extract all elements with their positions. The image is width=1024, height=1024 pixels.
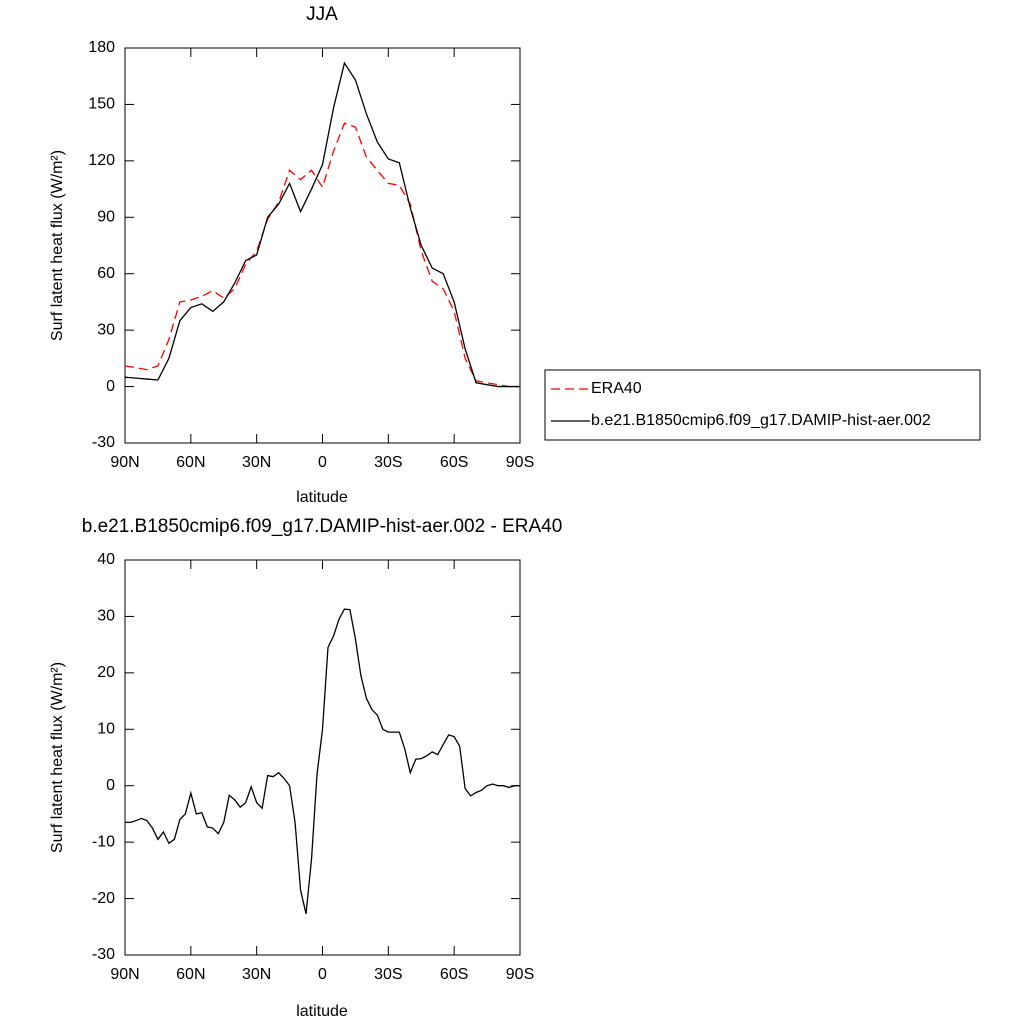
y-tick-label: 40 — [97, 551, 115, 568]
x-tick-label: 90N — [110, 966, 139, 983]
data-line — [124, 61, 520, 388]
y-tick-label: 0 — [106, 777, 115, 794]
y-tick-label: 30 — [97, 608, 115, 625]
y-tick-label: 90 — [97, 209, 115, 226]
y-tick-label: -30 — [92, 434, 115, 451]
y-tick-label: 150 — [88, 96, 115, 113]
y-tick-label: 0 — [106, 378, 115, 395]
y-tick-label: 60 — [97, 265, 115, 282]
x-tick-label: 90N — [110, 454, 139, 471]
x-axis-label: latitude — [296, 1003, 348, 1020]
y-axis-label: Surf latent heat flux (W/m²) — [49, 662, 66, 853]
y-tick-label: 20 — [97, 664, 115, 681]
plot-frame — [124, 47, 521, 444]
x-tick-label: 30N — [242, 966, 271, 983]
x-tick-label: 90S — [506, 454, 534, 471]
x-tick-label: 30S — [374, 454, 402, 471]
x-tick-label: 60N — [176, 454, 205, 471]
y-tick-label: 180 — [88, 39, 115, 56]
x-tick-label: 0 — [318, 966, 327, 983]
x-tick-label: 60S — [440, 454, 468, 471]
x-tick-label: 0 — [318, 454, 327, 471]
x-axis-label: latitude — [296, 489, 348, 506]
legend-label: b.e21.B1850cmip6.f09_g17.DAMIP-hist-aer.… — [591, 412, 931, 429]
x-tick-label: 30S — [374, 966, 402, 983]
y-tick-label: 10 — [97, 721, 115, 738]
y-tick-label: -30 — [92, 946, 115, 963]
chart-title: b.e21.B1850cmip6.f09_g17.DAMIP-hist-aer.… — [82, 516, 563, 537]
chart-title: JJA — [306, 4, 338, 25]
legend-label: ERA40 — [591, 380, 642, 397]
legend-box — [544, 369, 981, 441]
y-axis-label: Surf latent heat flux (W/m²) — [49, 150, 66, 341]
y-tick-label: -10 — [92, 833, 115, 850]
data-line — [124, 122, 520, 388]
x-tick-label: 60N — [176, 966, 205, 983]
x-tick-label: 60S — [440, 966, 468, 983]
data-line — [125, 608, 520, 914]
x-tick-label: 90S — [506, 966, 534, 983]
y-tick-label: -20 — [92, 890, 115, 907]
x-tick-label: 30N — [242, 454, 271, 471]
y-tick-label: 30 — [97, 321, 115, 338]
y-tick-label: 120 — [88, 152, 115, 169]
